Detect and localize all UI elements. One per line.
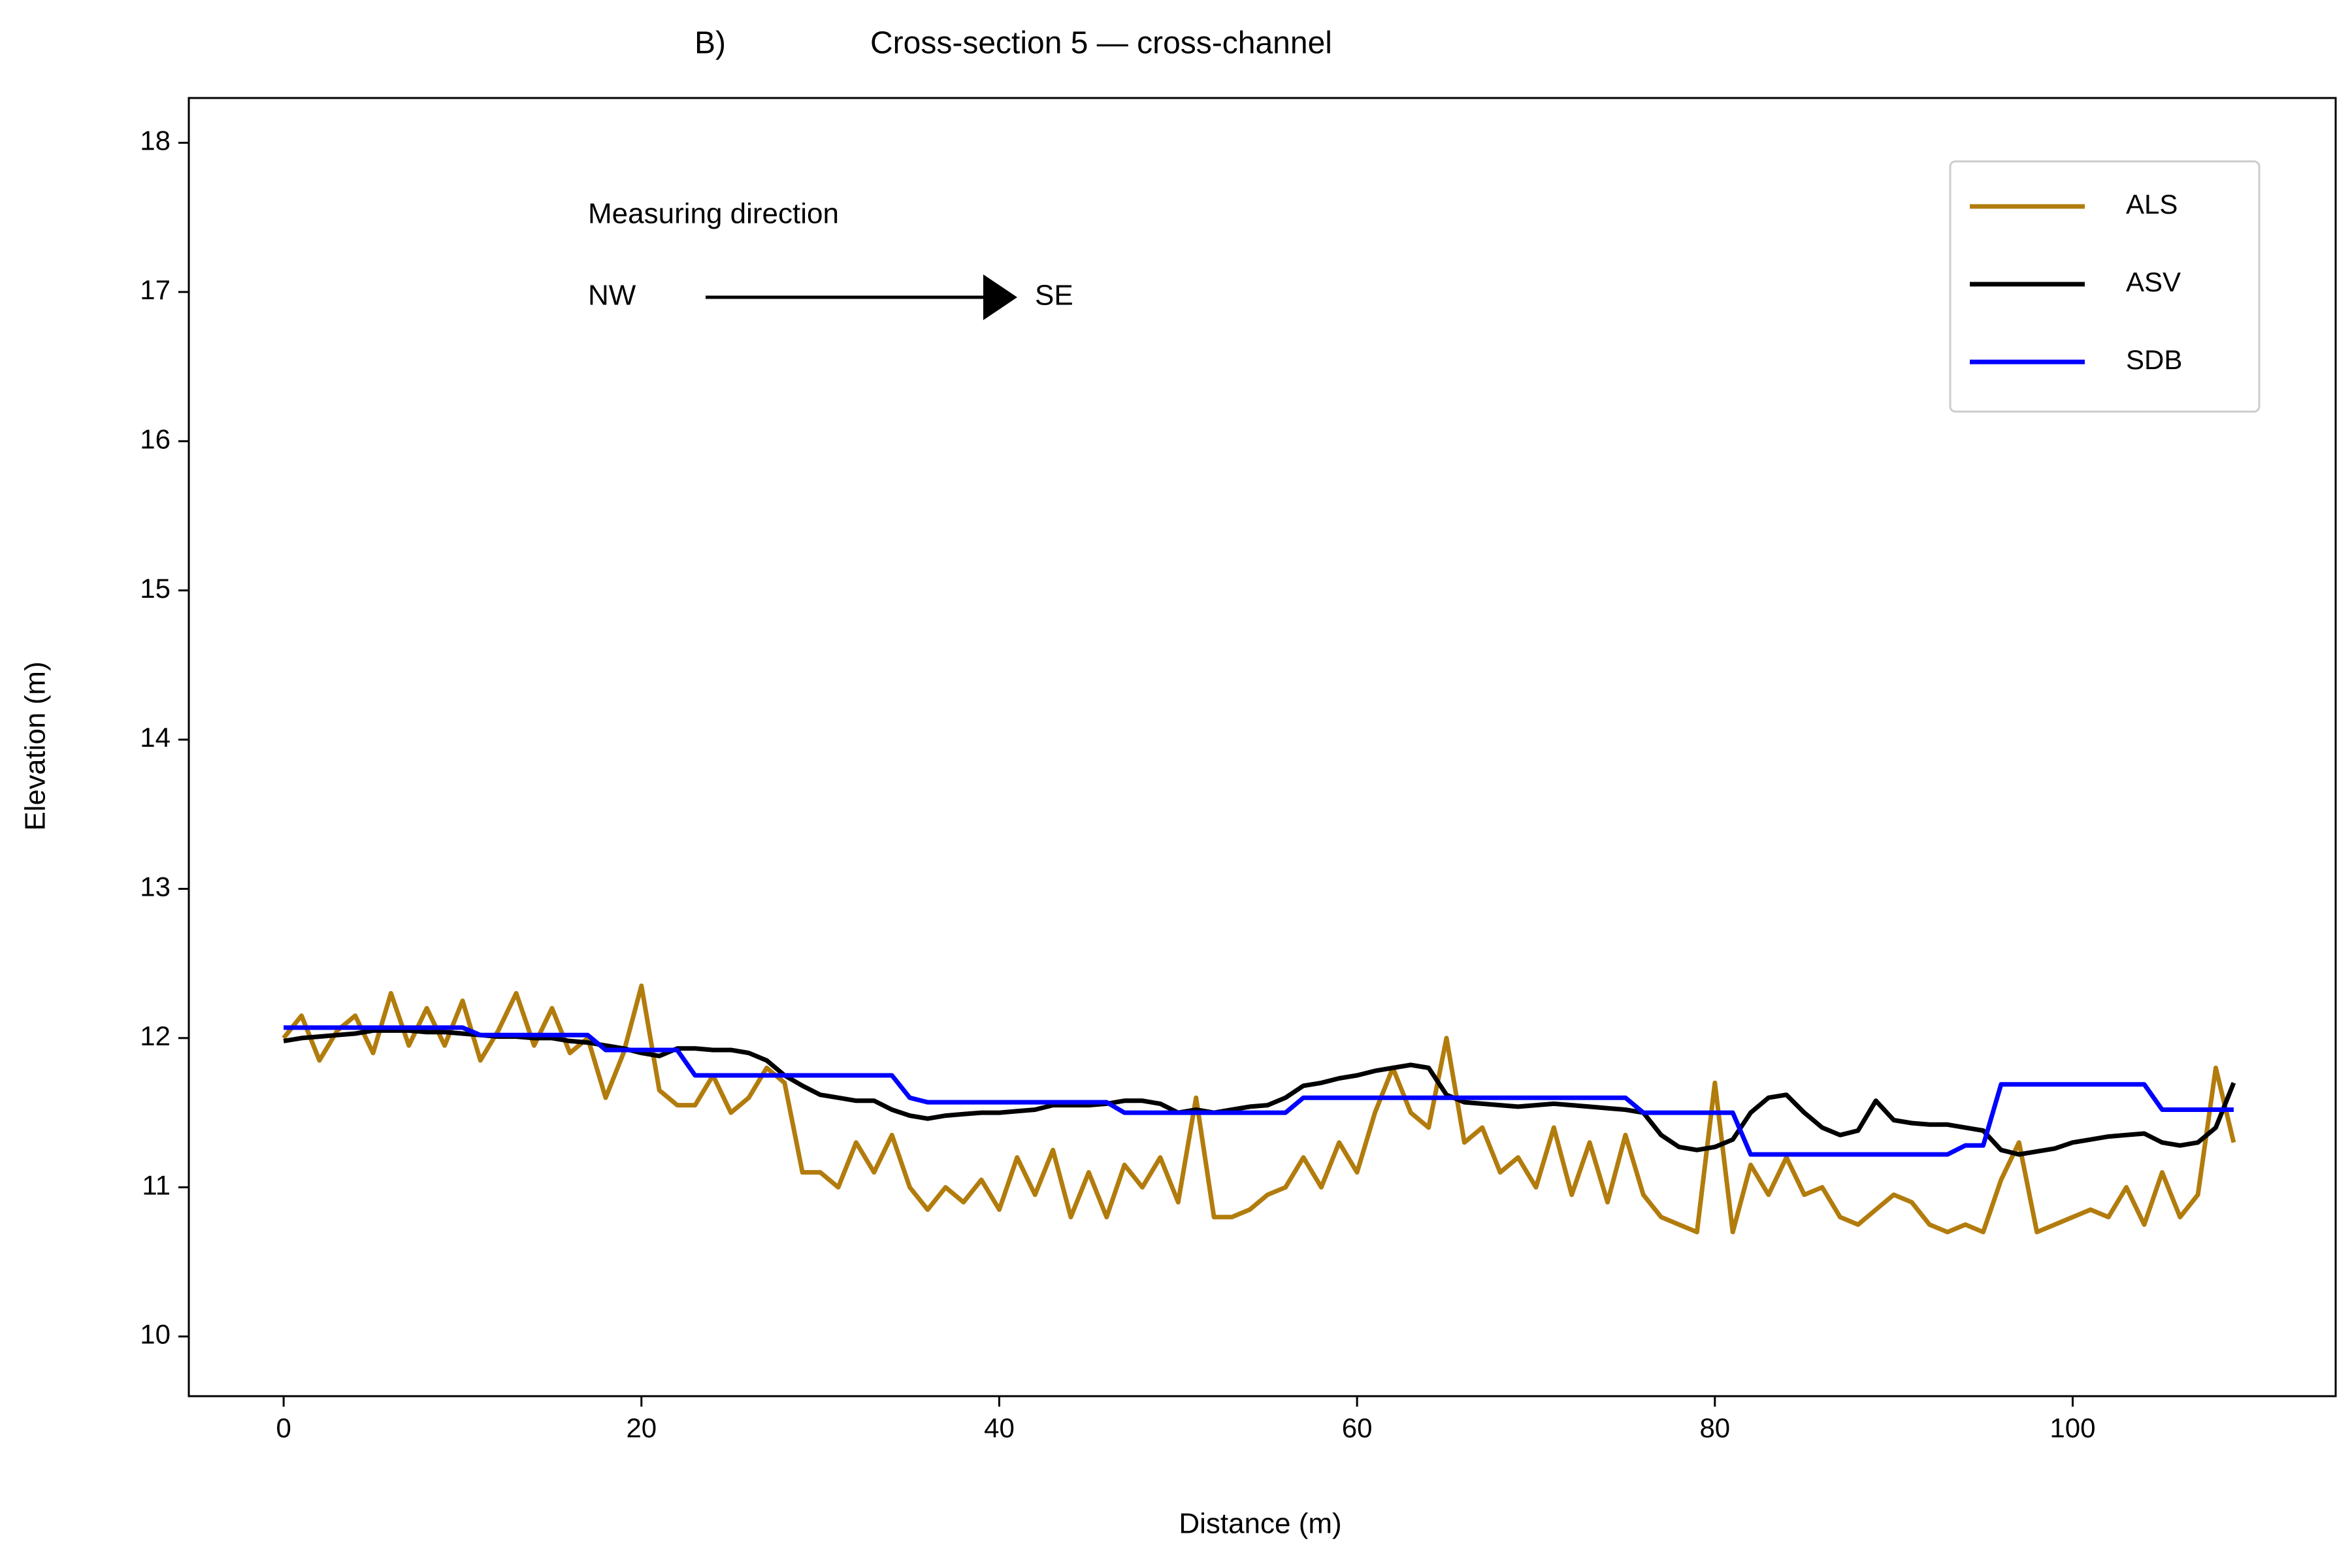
y-tick-label: 16 — [140, 423, 171, 454]
legend-label: SDB — [2126, 344, 2182, 375]
y-tick-label: 15 — [140, 573, 171, 604]
y-axis-label: Elevation (m) — [20, 661, 52, 830]
series-line — [284, 1025, 2234, 1157]
y-tick-label: 10 — [140, 1319, 171, 1350]
legend-label: ALS — [2126, 189, 2178, 220]
x-tick-label: 60 — [1342, 1413, 1373, 1443]
annotation: Measuring direction — [588, 198, 839, 230]
annotation-to: SE — [1035, 280, 1073, 312]
y-tick-label: 17 — [140, 274, 171, 305]
x-tick-label: 0 — [276, 1413, 291, 1443]
y-tick-label: 13 — [140, 872, 171, 902]
series-line — [282, 983, 2236, 1235]
plot-frame — [188, 97, 2337, 1397]
arrow-head — [983, 274, 1017, 320]
y-tick-label: 11 — [142, 1169, 171, 1200]
x-tick-label: 40 — [984, 1413, 1015, 1443]
y-tick-label: 12 — [140, 1021, 171, 1051]
y-tick-label: 14 — [140, 722, 171, 753]
legend-label: ASV — [2126, 267, 2181, 297]
x-tick-label: 100 — [2050, 1413, 2095, 1443]
x-tick-label: 80 — [1699, 1413, 1730, 1443]
series-line — [283, 1028, 2236, 1157]
chart-title: Cross-section 5 — cross-channel — [870, 26, 1332, 61]
legend-box — [1949, 160, 2261, 413]
annotation-from: NW — [588, 280, 636, 312]
panel-label: B) — [694, 26, 726, 61]
x-axis-label: Distance (m) — [1179, 1508, 1341, 1540]
y-tick-label: 18 — [140, 125, 171, 156]
x-tick-label: 20 — [626, 1413, 657, 1443]
